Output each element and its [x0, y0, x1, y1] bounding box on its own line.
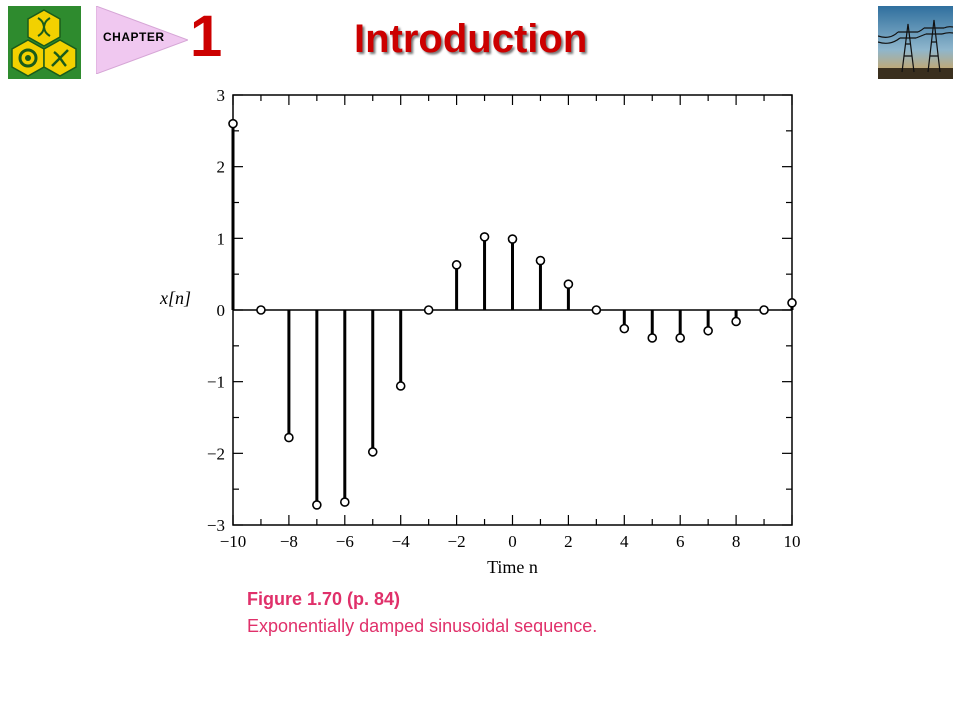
y-tick-label: 1: [217, 229, 226, 248]
x-tick-label: 8: [732, 532, 741, 551]
x-tick-label: 0: [508, 532, 517, 551]
chapter-label: CHAPTER: [103, 30, 165, 44]
y-tick-label: 3: [217, 86, 226, 105]
y-tick-label: 2: [217, 158, 226, 177]
stem-marker: [451, 260, 462, 270]
stem-marker: [367, 447, 378, 457]
y-tick-label: −1: [207, 373, 225, 392]
stem-marker: [675, 333, 686, 343]
x-tick-label: 4: [620, 532, 629, 551]
stem-marker: [312, 500, 322, 510]
y-tick-label: 0: [217, 301, 226, 320]
y-tick-label: −3: [207, 516, 225, 535]
x-tick-label: 6: [676, 532, 685, 551]
x-tick-label: −8: [280, 532, 298, 551]
stem-marker: [591, 305, 602, 315]
stem-marker: [703, 325, 713, 336]
stem-marker: [395, 381, 406, 391]
x-tick-label: 10: [784, 532, 801, 551]
stem-marker: [339, 497, 350, 507]
chapter-flag: [96, 6, 188, 74]
chapter-number: 1: [190, 4, 223, 69]
x-tick-label: 2: [564, 532, 573, 551]
stem-marker: [647, 333, 658, 343]
stem-marker: [423, 305, 434, 315]
x-tick-label: −6: [336, 532, 354, 551]
figure-number: Figure 1.70 (p. 84): [247, 589, 401, 609]
stem-marker: [507, 234, 518, 244]
stem-marker: [759, 305, 769, 315]
power-transmission-towers-photo: [878, 6, 953, 79]
stem-marker: [284, 432, 294, 443]
stem-marker: [619, 323, 630, 334]
stem-marker: [479, 232, 490, 242]
stem-marker: [256, 305, 266, 315]
y-axis-label: x[n]: [159, 288, 191, 308]
stem-marker: [787, 298, 797, 308]
stem-marker: [228, 118, 238, 129]
stem-marker: [731, 316, 741, 327]
stem-marker: [563, 279, 574, 290]
page-title: Introduction: [354, 17, 588, 61]
hexagon-emblem-icon: [8, 6, 81, 79]
figure-caption: Figure 1.70 (p. 84) Exponentially damped…: [247, 586, 597, 640]
x-axis-label: Time n: [487, 557, 538, 577]
x-tick-label: −2: [448, 532, 466, 551]
x-tick-label: −10: [220, 532, 247, 551]
x-tick-label: −4: [392, 532, 411, 551]
y-tick-label: −2: [207, 444, 225, 463]
figure-description: Exponentially damped sinusoidal sequence…: [247, 616, 598, 636]
stem-marker: [535, 255, 546, 266]
